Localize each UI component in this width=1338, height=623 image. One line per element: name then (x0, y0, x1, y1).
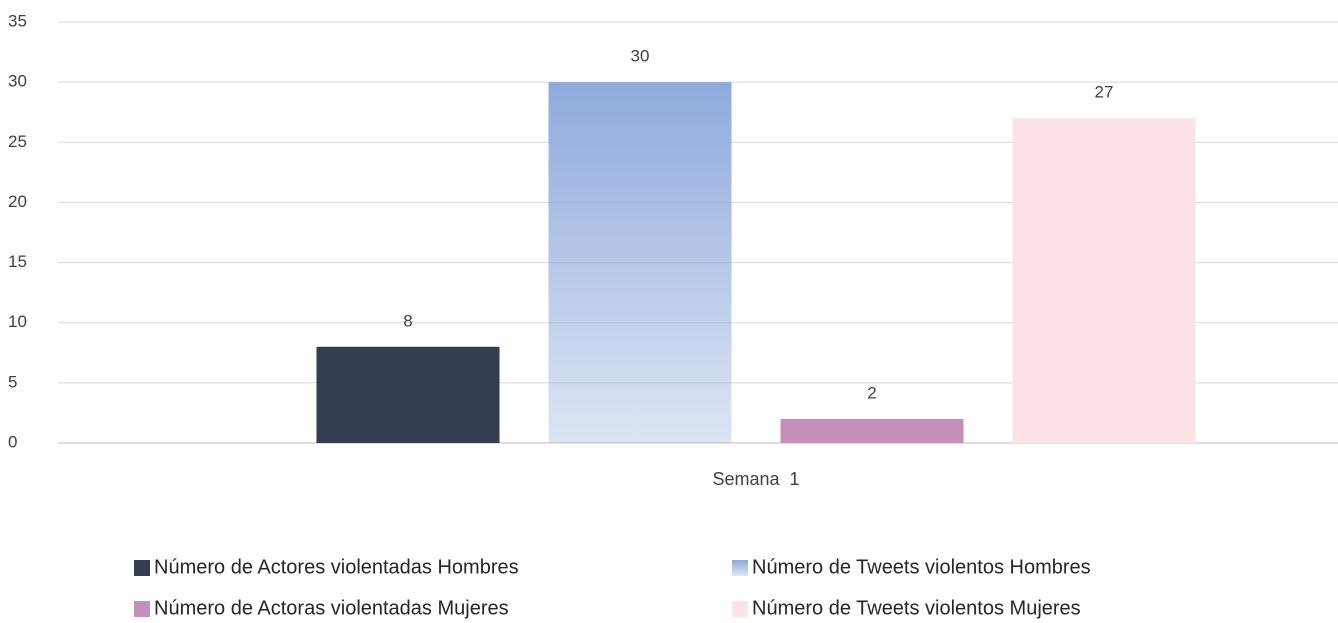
value-label: 2 (867, 383, 876, 402)
y-tick-label: 25 (8, 132, 27, 151)
y-tick-label: 20 (8, 192, 27, 211)
bar (1012, 118, 1196, 443)
y-tick-label: 15 (8, 252, 27, 271)
y-tick-label: 30 (8, 72, 27, 91)
x-tick-label: Semana 1 (712, 469, 799, 489)
bar (780, 418, 964, 443)
legend-label: Número de Tweets violentos Mujeres (752, 597, 1081, 619)
bar (548, 82, 732, 444)
bar (316, 346, 500, 443)
legend-label: Número de Actores violentadas Hombres (154, 556, 519, 578)
value-label: 8 (403, 311, 412, 330)
y-tick-label: 5 (8, 372, 17, 391)
value-label: 27 (1095, 83, 1114, 102)
y-tick-label: 0 (8, 432, 17, 451)
legend-label: Número de Tweets violentos Hombres (752, 556, 1091, 578)
legend-label: Número de Actoras violentadas Mujeres (154, 597, 509, 619)
legend-swatch (732, 560, 748, 576)
y-tick-label: 35 (8, 11, 27, 30)
y-tick-label: 10 (8, 312, 27, 331)
legend-swatch (134, 560, 150, 576)
legend-swatch (732, 601, 748, 617)
value-label: 30 (631, 47, 650, 66)
legend-swatch (134, 601, 150, 617)
